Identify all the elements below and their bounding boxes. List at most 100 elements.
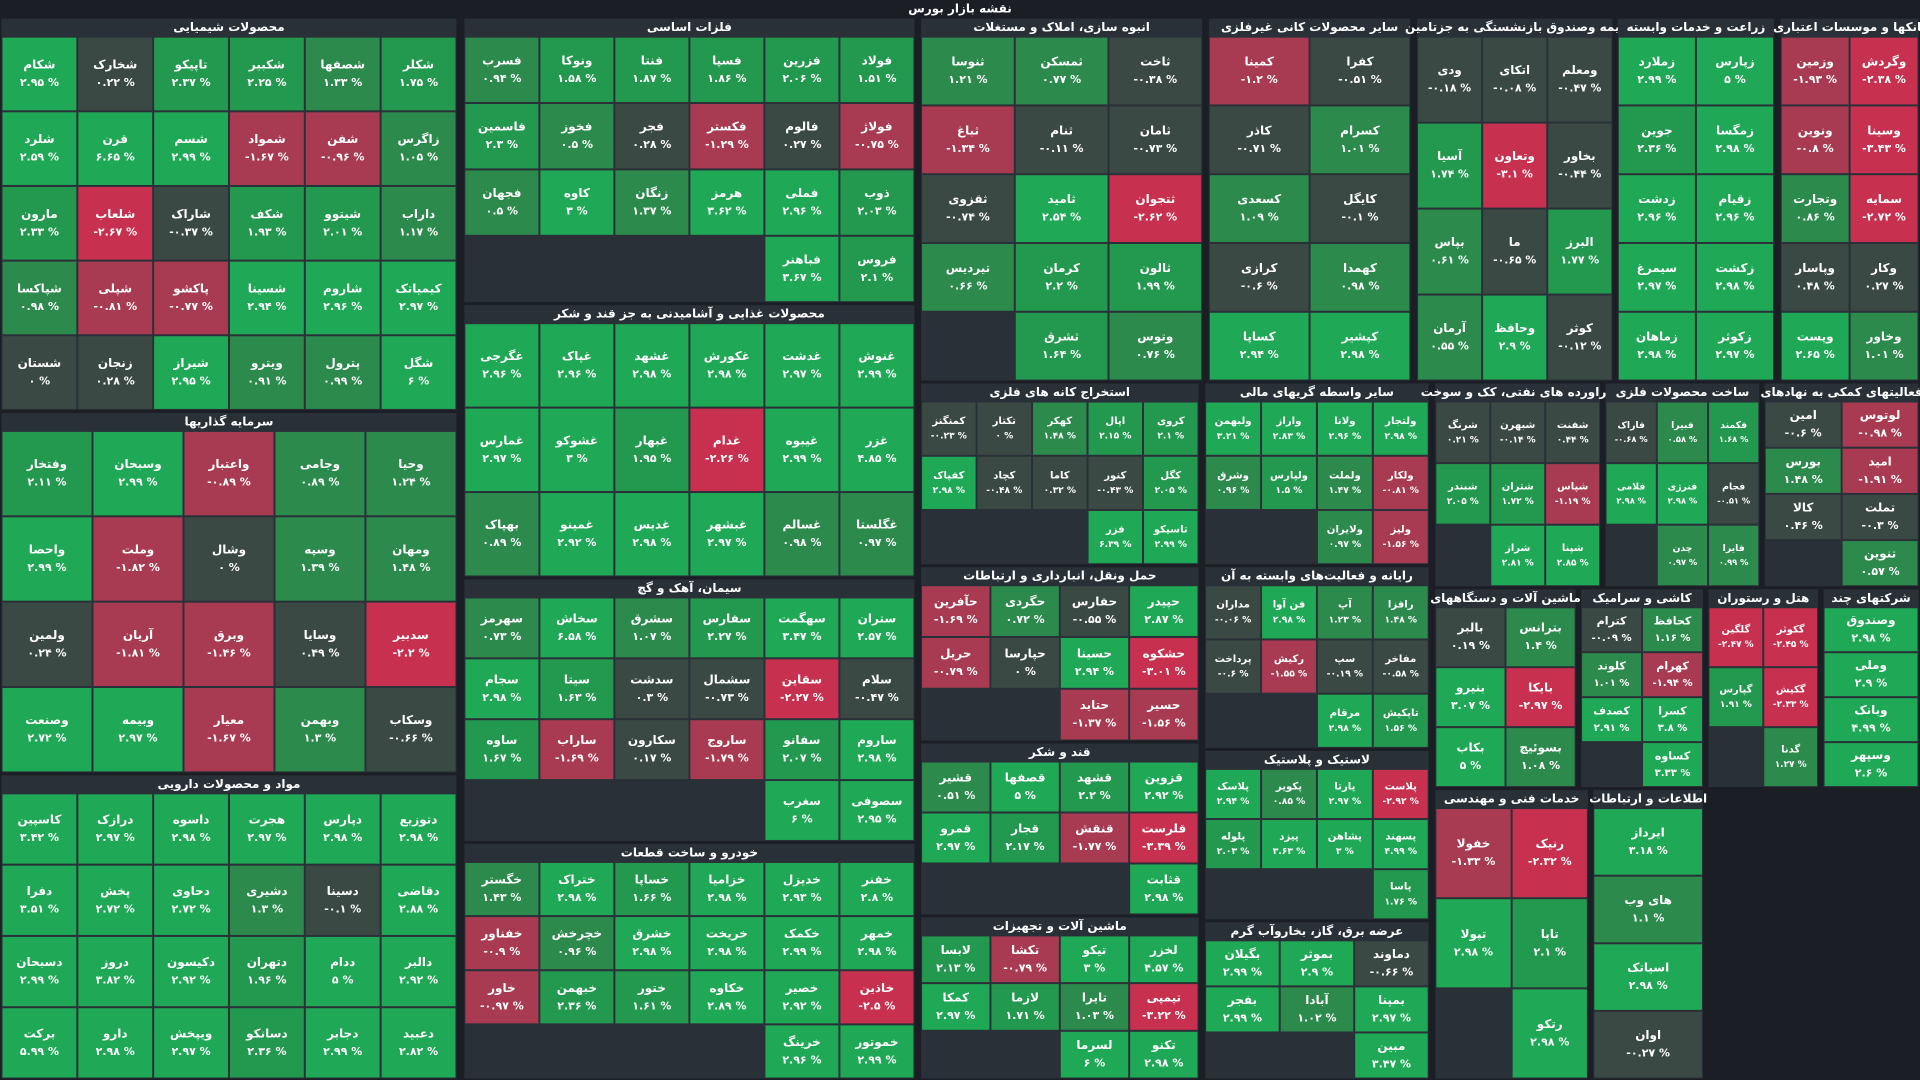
stock-name: ولملت — [1329, 470, 1361, 481]
stock-change: ۱.۰۱ % — [1594, 678, 1630, 689]
stock-name: اپال — [1105, 416, 1125, 427]
stock-change: ۲.۵۷ % — [857, 630, 896, 643]
stock-name: ویپخش — [170, 1026, 212, 1041]
stock-cell — [93, 688, 183, 772]
stock-cell — [765, 170, 839, 235]
stock-change: ۲.۷۲ % — [171, 902, 210, 915]
stock-change: ۲.۰۳ % — [1217, 846, 1250, 857]
stock-cell — [1060, 586, 1129, 636]
stock-name: ثامید — [1047, 192, 1075, 206]
stock-change: ۲.۹۸ % — [1384, 431, 1417, 442]
stock-change: -۰.۱ % — [324, 902, 361, 915]
stock-change: ۰.۹۸ % — [1340, 279, 1379, 292]
sector-title: انبوه سازی، املاک و مستغلات — [973, 20, 1150, 35]
stock-cell — [465, 598, 539, 658]
stock-cell — [840, 104, 914, 169]
stock-change: -۱.۷۷ % — [1073, 840, 1117, 853]
stock-change: ۲.۰۳ % — [857, 205, 896, 218]
sector-title: سایر محصولات کانی غیرفلزی — [1221, 20, 1398, 35]
stock-name: غدیس — [634, 518, 671, 532]
stock-name: کلوند — [1597, 659, 1626, 672]
stock-name: فملی — [785, 186, 818, 200]
stock-name: های وب — [1624, 893, 1672, 908]
stock-cell — [765, 781, 839, 840]
stock-change: ۲.۹۹ % — [1223, 965, 1262, 978]
stock-change: ۱.۰۳ % — [1075, 1009, 1114, 1022]
stock-name: بورس — [1785, 454, 1821, 469]
stock-name: کرمان — [1043, 261, 1080, 275]
stock-cell — [2, 936, 77, 1007]
stock-cell — [381, 261, 456, 335]
stock-name: سیمرغ — [1637, 261, 1677, 275]
stock-cell — [305, 112, 380, 185]
stock-cell — [1643, 698, 1702, 742]
stock-change: -۰.۸۱ % — [1383, 485, 1419, 496]
stock-cell — [305, 865, 380, 935]
stock-name: سفانو — [782, 733, 820, 748]
stock-change: ۱.۵۶ % — [1384, 723, 1417, 734]
stock-cell — [840, 720, 914, 780]
stock-cell — [154, 794, 228, 864]
stock-cell — [1310, 37, 1410, 105]
stock-cell — [922, 637, 990, 688]
stock-name: بخاور — [1563, 149, 1596, 164]
stock-name: آبادا — [1305, 992, 1329, 1007]
stock-cell — [1483, 37, 1547, 122]
stock-change: ۲.۹۷ % — [1715, 348, 1754, 361]
stock-name: غشهد — [634, 349, 669, 363]
stock-change: ۱.۰۷ % — [632, 630, 671, 643]
stock-name: مفاخر — [1384, 654, 1416, 665]
stock-name: کگل — [1160, 468, 1181, 481]
stock-change: ۲.۹۶ % — [1715, 211, 1754, 224]
stock-change: ۲.۱۷ % — [1006, 840, 1045, 853]
stock-cell — [1088, 456, 1143, 509]
stock-change: ۰.۵۸ % — [1668, 434, 1698, 444]
stock-name: غمارس — [480, 433, 524, 447]
stock-name: گدنا — [1781, 743, 1800, 756]
stock-cell — [305, 336, 380, 409]
stock-cell — [1317, 640, 1372, 693]
stock-cell — [690, 971, 764, 1024]
stock-cell — [1015, 243, 1108, 311]
stock-cell — [184, 431, 274, 516]
stock-name: فولاد — [862, 53, 892, 68]
stock-cell — [465, 104, 539, 169]
stock-change: ۱.۳۳ % — [323, 76, 362, 89]
stock-cell — [1436, 608, 1505, 667]
stock-name: بنیرو — [1455, 681, 1485, 696]
stock-cell — [1582, 653, 1642, 697]
stock-name: ساروج — [707, 733, 746, 748]
stock-cell — [381, 865, 456, 935]
stock-change: ۲.۰۵ % — [1447, 497, 1479, 507]
sector-title: محصولات شیمیایی — [173, 20, 284, 35]
stock-change: -۲.۴۷ % — [1718, 640, 1754, 650]
stock-change: ۲.۹۸ % — [857, 752, 896, 765]
sector-title: شرکتهای چند — [1831, 591, 1910, 605]
stock-change: ۲.۹۸ % — [557, 891, 596, 904]
stock-name: ستران — [858, 611, 897, 625]
stock-name: کاوه — [564, 186, 590, 201]
sector — [464, 579, 915, 841]
sector-title: حمل ونقل، انبارداری و ارتباطات — [963, 569, 1156, 584]
stock-cell — [2, 794, 77, 864]
stock-cell — [1764, 728, 1818, 787]
stock-name: ثنوسا — [951, 55, 984, 70]
stock-name: سغرب — [783, 794, 821, 808]
stock-change: -۲.۴۵ % — [1773, 640, 1809, 650]
stock-change: ۲.۹۷ % — [936, 840, 975, 853]
stock-name: بگیلان — [1225, 947, 1261, 961]
stock-change: ۰.۹۸ % — [20, 300, 59, 313]
stock-change: ۲.۷۲ % — [27, 732, 66, 745]
stock-change: ۲.۹۲ % — [1144, 789, 1183, 802]
stock-change: ۲.۹۹ % — [782, 945, 821, 958]
stock-cell — [840, 493, 914, 576]
stock-cell — [154, 37, 228, 111]
stock-cell — [840, 971, 914, 1024]
stock-cell — [1373, 510, 1428, 564]
sector-title: ماشین آلات و دستگاههای — [1430, 590, 1581, 606]
stock-cell — [1781, 312, 1849, 380]
stock-name: حتاید — [1080, 698, 1110, 712]
stock-cell — [765, 236, 839, 302]
stock-name: کصدف — [1593, 704, 1630, 717]
stock-cell — [690, 720, 764, 780]
